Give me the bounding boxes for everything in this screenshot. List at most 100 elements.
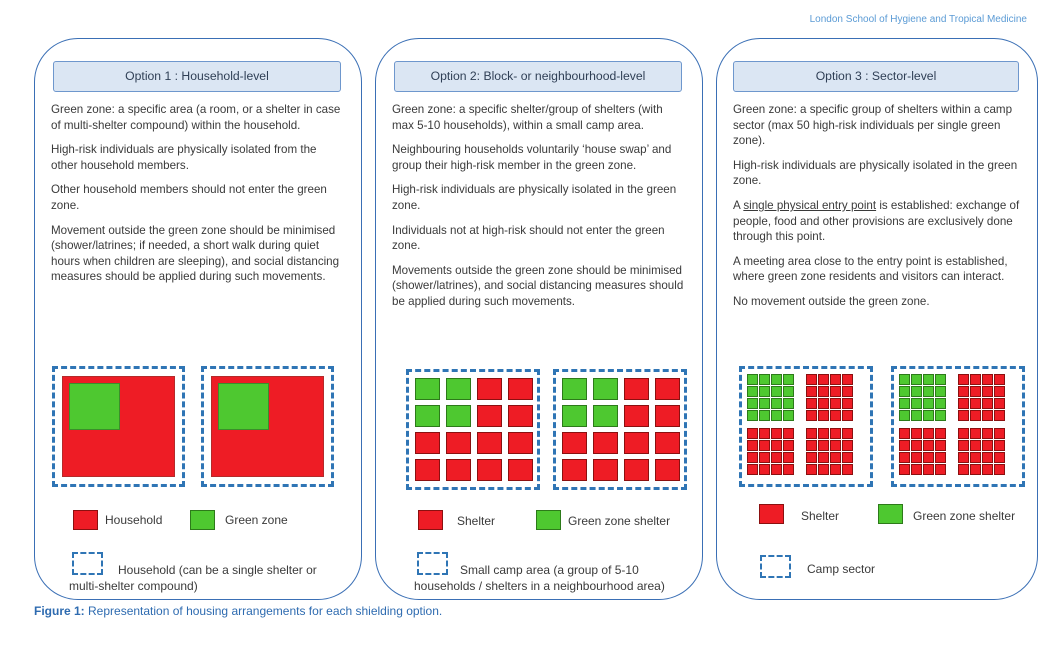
shelter	[747, 428, 758, 439]
shelter	[982, 386, 993, 397]
green-zone-shelter	[899, 398, 910, 409]
shelter	[655, 378, 680, 400]
shelter	[842, 410, 853, 421]
shelter	[935, 440, 946, 451]
green-zone-shelter	[415, 378, 440, 400]
shelter	[562, 459, 587, 481]
green-zone-shelter	[783, 374, 794, 385]
shelter	[806, 386, 817, 397]
shelter	[994, 452, 1005, 463]
shelter	[624, 405, 649, 427]
shelter	[830, 464, 841, 475]
shelter	[771, 452, 782, 463]
green-zone-shelter	[923, 410, 934, 421]
source-label: London School of Hygiene and Tropical Me…	[809, 14, 1027, 25]
shelter	[842, 452, 853, 463]
green-zone-shelter	[415, 405, 440, 427]
shelter	[982, 398, 993, 409]
shelter	[958, 428, 969, 439]
paragraph: High-risk individuals are physically iso…	[733, 158, 1018, 188]
shelter-block	[899, 374, 946, 421]
shelter	[477, 405, 502, 427]
option-3-panel: Option 3 : Sector-level Green zone: a sp…	[716, 38, 1038, 600]
green-zone-shelter	[899, 386, 910, 397]
green-zone-shelter	[923, 398, 934, 409]
shelter	[899, 440, 910, 451]
shelter-block	[747, 428, 794, 475]
green-zone-shelter	[747, 410, 758, 421]
shelter	[806, 410, 817, 421]
legend-green-zone-label: Green zone	[225, 513, 288, 527]
shelter	[783, 428, 794, 439]
green-zone-shelter	[759, 386, 770, 397]
shelter	[970, 464, 981, 475]
green-zone-shelter	[911, 374, 922, 385]
shelter	[911, 440, 922, 451]
green-zone-shelter	[783, 386, 794, 397]
option-1-title: Option 1 : Household-level	[53, 61, 341, 92]
shelter	[970, 386, 981, 397]
green-zone-shelter	[747, 398, 758, 409]
green-zone-shelter	[759, 398, 770, 409]
shelter	[747, 464, 758, 475]
legend-green-zone-swatch	[190, 510, 215, 530]
entry-point-pre: A	[733, 198, 744, 212]
paragraph: Neighbouring households voluntarily ‘hou…	[392, 143, 672, 172]
shelter	[994, 464, 1005, 475]
green-zone-shelter	[593, 378, 618, 400]
figure-caption: Figure 1: Representation of housing arra…	[34, 604, 442, 618]
shelter	[818, 428, 829, 439]
legend-dashed-label: Camp sector	[807, 562, 876, 576]
legend-dashed-label: Household (can be a single shelter or mu…	[69, 563, 317, 593]
shelter	[655, 459, 680, 481]
shelter	[994, 374, 1005, 385]
legend-household-label: Household	[105, 513, 163, 527]
paragraph: A meeting area close to the entry point …	[733, 254, 1008, 284]
shelter	[994, 440, 1005, 451]
green-zone-shelter	[562, 405, 587, 427]
shelter	[818, 464, 829, 475]
shelter	[923, 452, 934, 463]
figure-label: Figure 1:	[34, 604, 85, 618]
green-zone-shelter	[911, 410, 922, 421]
shelter	[899, 464, 910, 475]
option-1-panel: Option 1 : Household-level Green zone: a…	[34, 38, 362, 600]
shelter	[624, 432, 649, 454]
entry-point-underlined: single physical entry point	[743, 198, 877, 212]
shelter	[923, 440, 934, 451]
shelter	[994, 398, 1005, 409]
green-zone-shelter	[446, 378, 471, 400]
shelter	[970, 452, 981, 463]
shelter	[818, 374, 829, 385]
paragraph: Green zone: a specific group of shelters…	[733, 103, 1013, 148]
paragraph: No movement outside the green zone.	[733, 294, 930, 308]
shelter	[783, 452, 794, 463]
shelter	[415, 459, 440, 481]
green-zone-shelter	[935, 374, 946, 385]
shelter	[747, 452, 758, 463]
camp-sector-boundary	[891, 366, 1025, 487]
small-camp-area-boundary	[406, 369, 540, 490]
legend-dashed-swatch	[417, 552, 448, 575]
green-zone-shelter	[771, 386, 782, 397]
green-zone-shelter	[783, 398, 794, 409]
green-zone-area	[218, 383, 269, 430]
legend-dashed-swatch	[72, 552, 103, 575]
green-zone-shelter	[935, 386, 946, 397]
shelter	[958, 464, 969, 475]
shelter	[970, 440, 981, 451]
shelter	[818, 440, 829, 451]
shelter	[842, 440, 853, 451]
shelter-block	[899, 428, 946, 475]
shelter	[806, 452, 817, 463]
figure-caption-text: Representation of housing arrangements f…	[84, 604, 443, 618]
shelter	[958, 374, 969, 385]
legend-green-zone-shelter-label: Green zone shelter	[568, 514, 671, 528]
green-zone-shelter	[911, 386, 922, 397]
shelter	[806, 428, 817, 439]
legend-green-zone-shelter-swatch	[878, 504, 903, 524]
shelter	[958, 398, 969, 409]
shelter	[771, 464, 782, 475]
shelter	[759, 440, 770, 451]
paragraph: Green zone: a specific shelter/group of …	[392, 103, 663, 132]
